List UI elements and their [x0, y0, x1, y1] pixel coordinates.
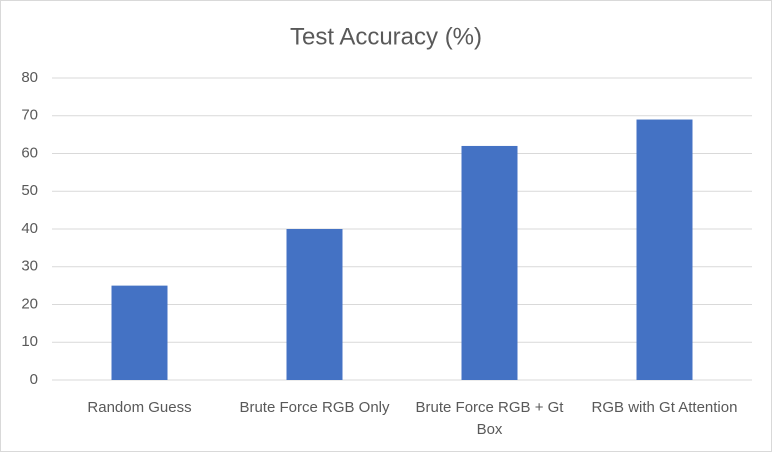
x-tick-label: Brute Force RGB Only	[239, 399, 390, 416]
y-tick-label: 20	[21, 295, 38, 312]
y-tick-label: 40	[21, 220, 38, 237]
x-tick-label: Brute Force RGB + Gt Box	[415, 399, 564, 438]
bar	[461, 145, 518, 380]
y-tick-label: 30	[21, 258, 38, 275]
bar	[636, 119, 693, 381]
bar	[111, 285, 168, 380]
y-tick-label: 60	[21, 144, 38, 161]
bar	[286, 229, 343, 380]
y-tick-label: 70	[21, 107, 38, 124]
y-tick-label: 50	[21, 182, 38, 199]
chart-title: Test Accuracy (%)	[290, 23, 482, 50]
y-tick-label: 0	[30, 371, 38, 388]
y-tick-label: 10	[21, 333, 38, 350]
y-tick-label: 80	[21, 69, 38, 86]
x-tick-label: RGB with Gt Attention	[591, 399, 738, 416]
x-tick-label: Random Guess	[87, 399, 192, 416]
